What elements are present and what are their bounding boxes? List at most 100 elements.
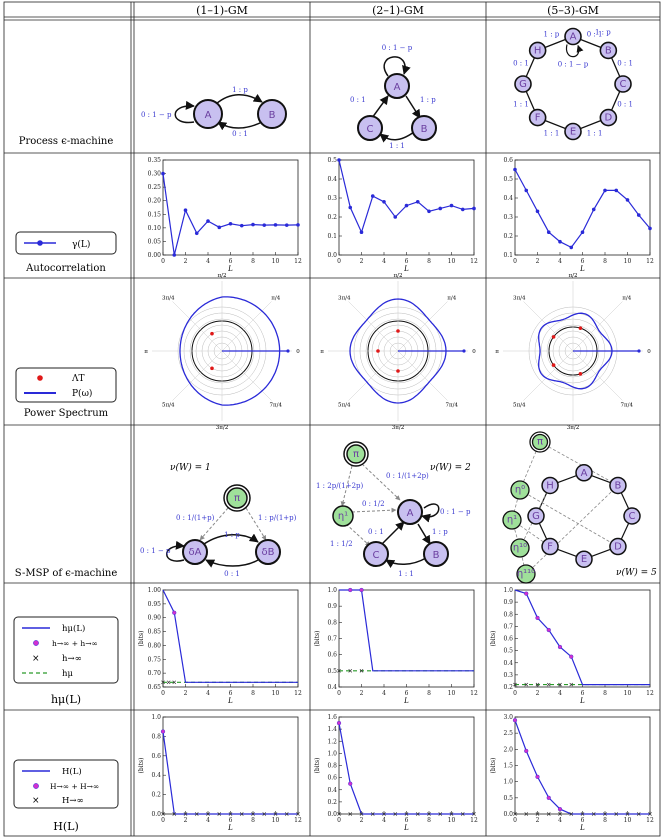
data-point [591,207,596,212]
dot-marker [336,720,342,726]
spike-tip [462,349,466,353]
cross-marker [194,812,199,816]
polar-angle-label: 0 [296,349,300,355]
msp-state-eta1 [332,505,354,527]
y-tick-label: 0.0 [151,811,161,818]
y-tick-label: 0.3 [503,214,513,221]
polar-angle-label: 3π/2 [567,425,579,431]
dot-marker [160,729,166,734]
data-point [284,223,289,227]
y-tick-label: 0.70 [148,670,162,677]
y-axis-label: (bits) [314,758,321,774]
polar-angle-label: 3π/2 [216,425,228,431]
y-tick-label: 1.5 [503,763,513,770]
state-C [357,115,383,141]
cross-marker [415,812,420,816]
edge-label: 0 : 1 [617,60,633,68]
cross-marker [359,812,364,816]
x-tick-label: 8 [427,258,431,265]
eigenvalue-marker [578,326,583,330]
data-point [404,203,409,208]
cross-marker [206,812,210,816]
cross-marker [359,668,364,673]
plot-frame [162,716,299,815]
x-tick-label: 4 [558,817,562,824]
polar-angle-label: 7π/4 [446,403,459,409]
cross-marker [472,812,476,816]
state-label: η¹ [507,515,517,526]
x-tick-label: 0 [337,690,341,697]
edge-label: 1 : p [420,96,436,104]
y-tick-label: 0.1 [503,252,513,259]
y-tick-label: 0.25 [148,184,162,191]
data-point [161,171,165,176]
msp-state-F [541,537,559,556]
edge-label: 0 : 1 [617,100,633,108]
x-tick-label: 6 [229,258,233,265]
x-tick-label: 12 [470,258,478,265]
x-tick-label: 10 [448,690,456,697]
x-tick-label: 10 [272,258,280,265]
autocorrelation-plot-1-1: 0.00 0.05 0.10 0.15 0.20 0.25 0.30 0.35 0 2 4 6 8 10 1… [148,157,302,273]
y-tick-label: 3.0 [503,714,513,721]
dot-marker [569,654,574,659]
cross-marker [427,812,431,816]
edge-label: 0 : 1 [587,31,603,39]
legend-H-line: H(L) [62,766,82,777]
y-tick-label: 0.95 [148,601,162,608]
y-tick-label: 2.0 [503,746,513,753]
spike-tip [286,349,290,353]
y-tick-label: 0.2 [327,214,337,221]
cross-marker [217,812,222,816]
x-tick-label: 10 [624,690,632,697]
spike-tip [637,349,641,353]
y-tick-label: 0.65 [148,684,162,691]
x-tick-label: 0 [161,258,165,265]
data-point [449,203,454,208]
state-A [564,27,582,46]
machine-5-3: 0 : 10 : 10 : 11 : 11 : 11 : 10 : 11 : p… [513,27,633,141]
legend-lambda-marker [37,375,43,381]
state-label: E [570,127,576,138]
x-tick-label: 0 [513,690,517,697]
eigenvalue-marker [210,331,214,336]
data-point [415,200,420,204]
state-F [528,108,547,127]
row-label-autocorrelation: Autocorrelation [25,263,106,274]
x-tick-label: 4 [382,258,386,265]
state-label: H [534,45,542,56]
state-label: π [234,493,240,504]
dot-marker [172,610,177,615]
edge-label: 0 : 1 − p [382,44,413,52]
y-tick-label: 0.6 [327,775,337,782]
edge-label: 0 : 1/2 [362,500,385,508]
polar-spoke [523,350,574,401]
x-tick-label: 8 [603,258,607,265]
column-header-3: (5–3)-GM [547,4,599,17]
cross-marker [172,812,177,816]
legend-lambda-label: ΛT [71,374,85,384]
y-tick-label: 0.8 [503,611,513,618]
dot-marker [557,807,563,812]
edge-label: 0 : 1 [368,528,384,536]
polar-angle-label: π [320,349,324,355]
eigenvalue-marker [551,363,556,367]
y-tick-label: 0.30 [148,171,162,178]
polar-angle-label: 3π/4 [338,295,351,301]
legend-power: ΛT P(ω) [15,367,117,403]
legend-cross-glyph-2: × [32,796,40,806]
msp-state-B [423,541,449,567]
cross-marker [513,682,517,687]
data-point [569,245,574,250]
y-tick-label: 0.05 [148,238,162,245]
polar-angle-label: 3π/4 [513,295,526,301]
edge-label: 1 : 1 [398,570,414,578]
y-tick-label: 0.4 [503,195,513,202]
data-point [460,207,465,212]
eigenvalue-marker [578,372,583,376]
y-tick-label: 0.5 [503,176,513,183]
x-tick-label: 2 [536,258,540,265]
polar-angle-label: 5π/4 [513,403,526,409]
data-point [206,219,210,223]
cross-marker [460,812,465,816]
